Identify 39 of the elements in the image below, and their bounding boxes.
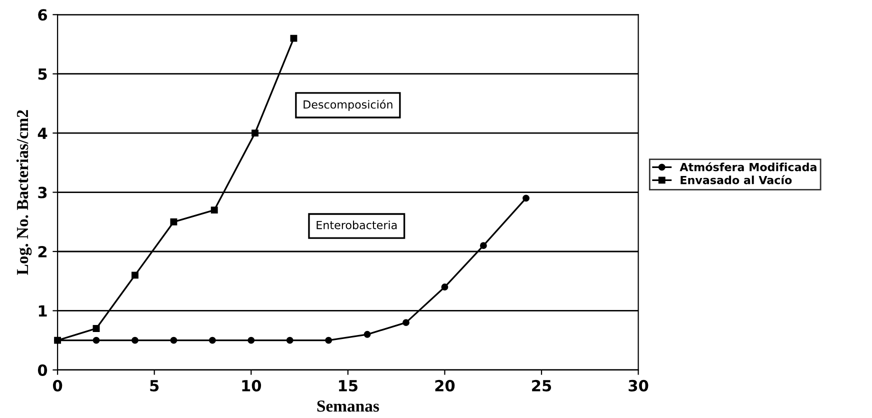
point <box>132 272 138 279</box>
point <box>290 34 298 42</box>
point <box>210 206 218 214</box>
x-tick-label: 5 <box>150 380 159 392</box>
annotation: Enterobacteria <box>316 220 397 230</box>
y-tick-label: 3 <box>38 186 47 198</box>
x-tick-label: 30 <box>628 380 648 392</box>
x-axis-title: Semanas <box>317 400 380 412</box>
point <box>54 336 62 344</box>
x-tick-label: 20 <box>435 380 455 392</box>
y-axis-title: Log. No. Bacterias/cm2 <box>16 110 32 275</box>
point <box>325 336 332 344</box>
x-tick-label: 25 <box>532 380 552 392</box>
y-tick-label: 2 <box>38 246 47 258</box>
point <box>480 242 487 250</box>
point <box>132 336 138 344</box>
point <box>170 336 178 344</box>
y-tick-label: 5 <box>38 68 47 80</box>
point <box>364 330 371 338</box>
point <box>441 284 448 290</box>
y-tick-label: 1 <box>38 305 47 317</box>
x-tick-label: 0 <box>52 380 62 392</box>
point <box>208 336 216 344</box>
y-tick-label: 4 <box>38 128 48 139</box>
legend-label: Envasado al Vacío <box>680 175 792 184</box>
point <box>522 194 530 202</box>
x-tick-label: 15 <box>339 380 358 392</box>
point <box>92 336 100 344</box>
point <box>252 130 258 137</box>
point <box>248 336 255 344</box>
point <box>402 319 410 326</box>
point <box>170 218 178 226</box>
point <box>92 325 100 332</box>
y-tick-label: 6 <box>38 9 48 21</box>
annotation: Descomposición <box>304 100 392 111</box>
x-tick-label: 10 <box>242 380 262 392</box>
legend-label: Atmósfera Modificada <box>680 162 816 172</box>
y-tick-label: 0 <box>38 364 48 376</box>
point <box>286 336 294 344</box>
